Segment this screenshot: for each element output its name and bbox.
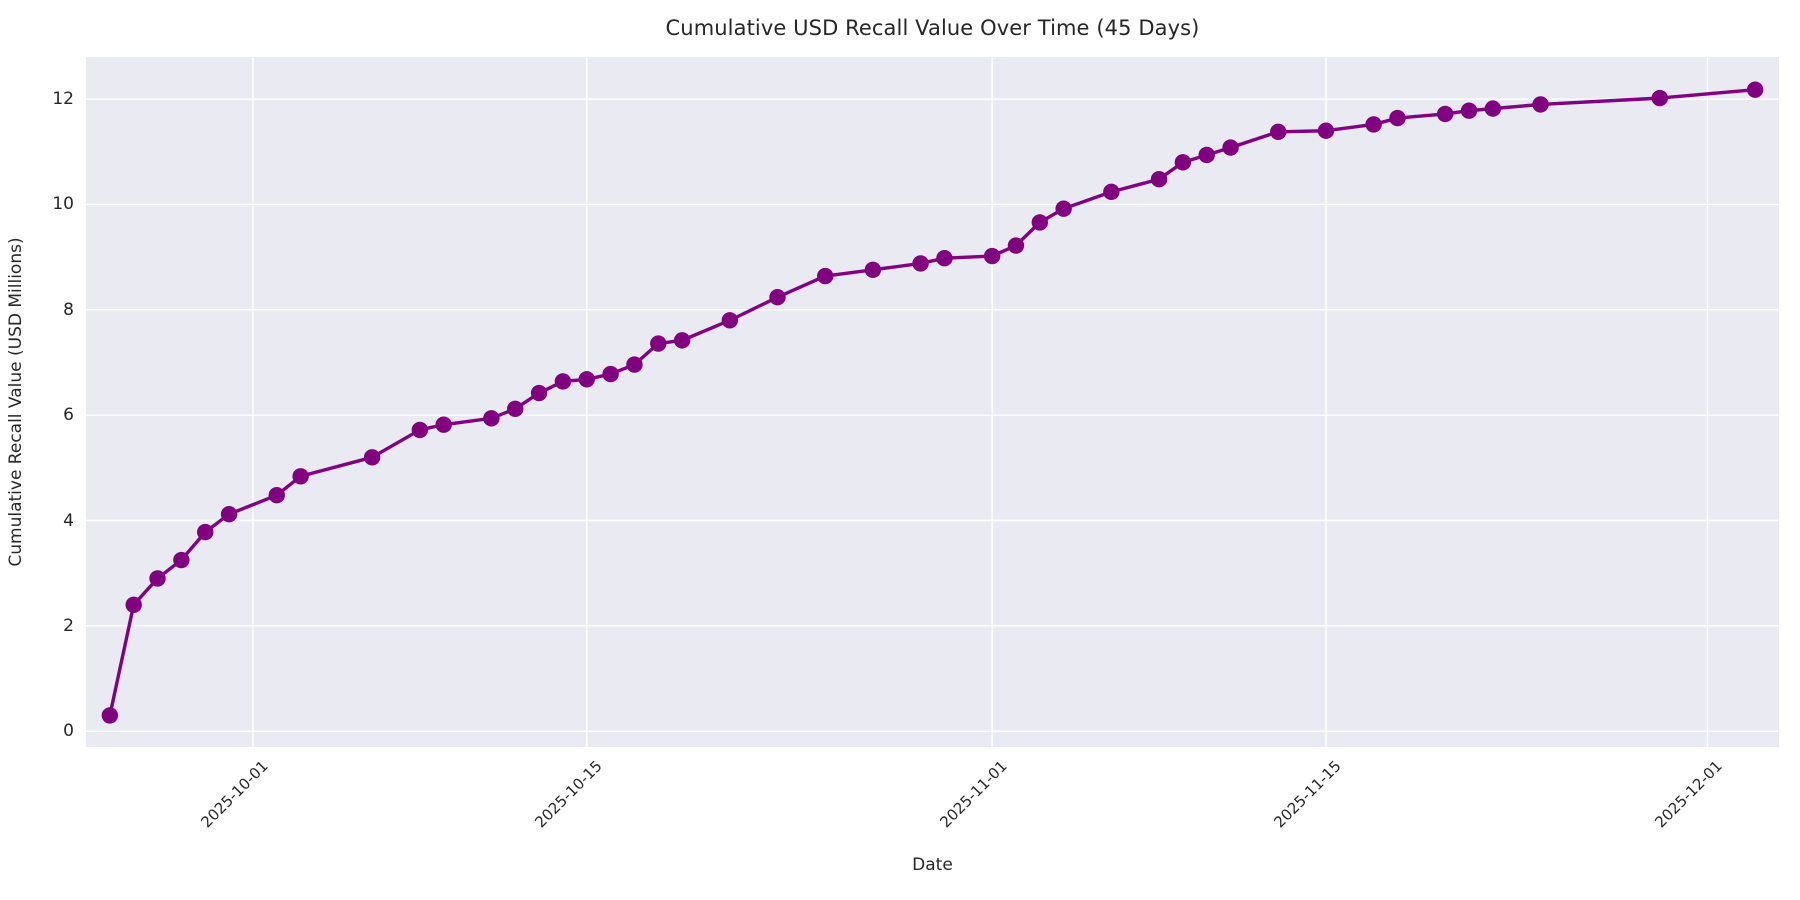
data-point-marker [864,261,882,278]
y-tick-label: 2 [63,615,74,636]
data-point-marker [1031,214,1048,231]
data-point-marker [101,707,119,724]
y-tick-label: 10 [52,194,74,215]
data-point-marker [936,250,953,267]
data-point-marker [578,371,595,388]
data-point-marker [650,335,667,352]
data-point-marker [435,416,452,433]
data-point-marker [1365,116,1382,133]
y-axis-title: Cumulative Recall Value (USD Millions) [6,237,26,567]
data-point-marker [220,505,238,523]
y-tick-label: 8 [63,299,74,320]
data-point-marker [507,400,524,418]
data-point-marker [1460,102,1478,119]
data-point-marker [483,410,500,427]
data-point-marker [721,312,739,329]
data-point-marker [1484,100,1502,117]
plot-area [86,57,1779,747]
data-point-marker [1150,171,1168,188]
data-point-marker [1746,81,1764,98]
data-point-marker [769,288,786,306]
x-axis-title: Date [912,855,953,875]
y-tick-label: 12 [52,89,74,110]
data-point-marker [1436,105,1454,123]
data-point-marker [1651,89,1668,107]
data-point-marker [411,421,429,439]
x-tick-label: 2025-10-15 [531,757,606,832]
data-point-marker [673,332,691,349]
x-tick-label: 2025-10-01 [197,757,272,832]
x-tick-label: 2025-12-01 [1651,757,1727,832]
data-point-marker [1270,123,1287,140]
data-point-marker [268,487,285,504]
data-point-marker [1317,122,1335,139]
data-point-marker [125,596,142,613]
x-tick-label: 2025-11-15 [1270,757,1345,832]
line-series-cumulative-recall-value [101,81,1764,724]
data-point-marker [983,247,1001,265]
data-point-marker [1007,237,1025,254]
data-point-marker [626,356,643,373]
data-point-marker [554,373,572,390]
y-tick-label: 4 [63,510,74,531]
data-point-marker [1103,183,1120,201]
data-point-marker [1174,154,1192,171]
y-tick-label: 6 [63,405,74,426]
data-point-marker [602,365,619,383]
grid-layer [86,57,1779,747]
data-point-marker [1198,146,1215,164]
data-point-marker [912,255,929,272]
data-point-marker [363,449,381,466]
data-point-marker [530,384,548,402]
data-point-marker [1055,200,1072,217]
chart-title: Cumulative USD Recall Value Over Time (4… [665,16,1200,40]
data-point-marker [173,551,190,569]
data-point-marker [817,267,834,285]
x-tick-label: 2025-11-01 [936,757,1011,832]
series-line [108,87,1757,718]
data-point-marker [149,570,166,587]
data-point-marker [197,523,214,541]
data-point-marker [1532,96,1549,113]
data-point-marker [292,468,309,485]
y-tick-label: 0 [63,721,74,742]
data-point-marker [1222,139,1239,156]
data-point-marker [1389,109,1406,127]
